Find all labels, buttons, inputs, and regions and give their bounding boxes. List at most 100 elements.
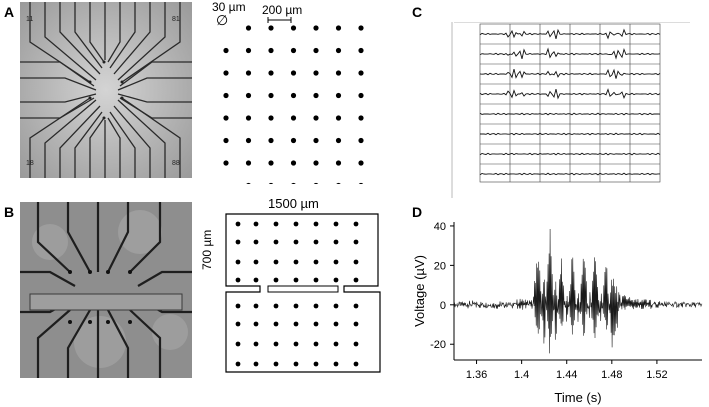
electrode-dot [245, 160, 252, 166]
electrode-dot [245, 25, 252, 31]
raw-trace-grid [451, 22, 690, 198]
electrode-dot [253, 277, 259, 283]
electrode-dot [273, 321, 279, 327]
electrode-dot [313, 25, 319, 31]
electrode-dot [358, 182, 364, 184]
electrode-dot [273, 341, 279, 347]
x-tick-label: 1.48 [601, 369, 622, 381]
electrode-dot [273, 239, 279, 245]
electrode-dot [313, 137, 319, 144]
electrode-dot [253, 259, 259, 265]
electrode-dot [290, 137, 297, 144]
electrode-dot [293, 361, 299, 367]
electrode-dot [313, 259, 319, 265]
electrode-dot [333, 341, 339, 347]
electrode-dot [268, 70, 274, 76]
panel-label-a: A [4, 4, 15, 20]
electrode-dot [313, 160, 319, 166]
electrode-trace [479, 172, 660, 176]
height-label: 700 µm [200, 229, 214, 270]
electrode-dot [353, 361, 359, 367]
width-label: 1500 µm [268, 196, 319, 211]
electrode-dot [293, 321, 299, 327]
electrode-dot [293, 259, 299, 265]
electrode-dot [235, 361, 241, 367]
panel-label-b: B [4, 204, 15, 220]
electrode-dot [273, 277, 279, 283]
y-tick-label: -20 [430, 339, 446, 351]
electrode-dot [235, 259, 241, 265]
corner-label-88: 88 [172, 160, 180, 167]
electrode-dot [291, 182, 296, 184]
electrode-dot [235, 277, 241, 283]
electrode-dot [290, 70, 297, 76]
electrode-dot [293, 239, 299, 245]
electrode-dot [335, 160, 342, 166]
electrode-trace [479, 47, 661, 60]
electrode-dot [268, 47, 274, 54]
y-tick-label: 20 [434, 260, 446, 272]
electrode-dot [313, 303, 319, 309]
electrode-trace [479, 68, 661, 79]
electrode-trace [479, 132, 661, 136]
electrode-dot [235, 239, 241, 245]
electrode-dot [268, 137, 274, 144]
electrode-dot [273, 259, 279, 265]
electrode-dot [333, 277, 339, 283]
electrode-dot [353, 321, 359, 327]
electrode-dot [358, 70, 364, 76]
x-tick-label: 1.44 [556, 369, 577, 381]
layout-outline [225, 213, 381, 373]
x-tick-label: 1.4 [514, 369, 529, 381]
electrode-dot [333, 221, 339, 227]
mea-micrograph-b [20, 202, 192, 378]
electrode-boxes [479, 23, 661, 183]
y-tick-label: 0 [440, 300, 446, 312]
electrode-dot [353, 277, 359, 283]
electrode-dot [313, 361, 319, 367]
split-electrode-layout [225, 213, 381, 373]
electrode-trace [479, 28, 661, 40]
electrode-grid-8x8 [223, 17, 364, 184]
electrode-dot [333, 303, 339, 309]
electrode-dot [235, 321, 241, 327]
electrode-dot [235, 221, 241, 227]
electrode-dot [293, 341, 299, 347]
electrode-dot [223, 115, 229, 121]
electrode-trace [479, 112, 661, 116]
electrode-dot [253, 341, 259, 347]
electrode-diameter-label: 30 µm [212, 0, 246, 14]
electrode-dot [313, 239, 319, 245]
mea-micrograph-a: 11 81 18 88 [20, 2, 192, 178]
electrode-dot [290, 25, 297, 31]
electrode-trace [479, 152, 661, 156]
electrode-spacing-label: 200 µm [262, 3, 303, 17]
corner-label-18: 18 [26, 160, 34, 167]
middle-channel [267, 285, 339, 293]
electrode-dot [268, 25, 274, 31]
electrode-dot [268, 92, 274, 99]
panel-label-d: D [412, 204, 423, 220]
electrode-dot [353, 341, 359, 347]
electrode-dot [245, 115, 252, 121]
electrode-dot [313, 321, 319, 327]
electrode-dot [358, 115, 364, 121]
electrode-dot [358, 137, 364, 144]
electrode-dot [313, 47, 319, 54]
electrode-dot [333, 321, 339, 327]
electrode-dot [273, 221, 279, 227]
electrode-dot [273, 361, 279, 367]
electrode-dot [290, 115, 297, 121]
x-tick-label: 1.36 [466, 369, 487, 381]
electrode-dot [223, 137, 229, 144]
electrode-dot [235, 303, 241, 309]
electrode-dot [358, 92, 364, 99]
electrode-dot [335, 70, 342, 76]
electrode-dot [333, 239, 339, 245]
electrode-dot [293, 221, 299, 227]
electrode-dot [290, 92, 297, 99]
electrode-dot [245, 92, 252, 99]
electrode-dot [353, 259, 359, 265]
electrode-dot [245, 70, 252, 76]
x-axis-label: Time (s) [554, 390, 601, 405]
